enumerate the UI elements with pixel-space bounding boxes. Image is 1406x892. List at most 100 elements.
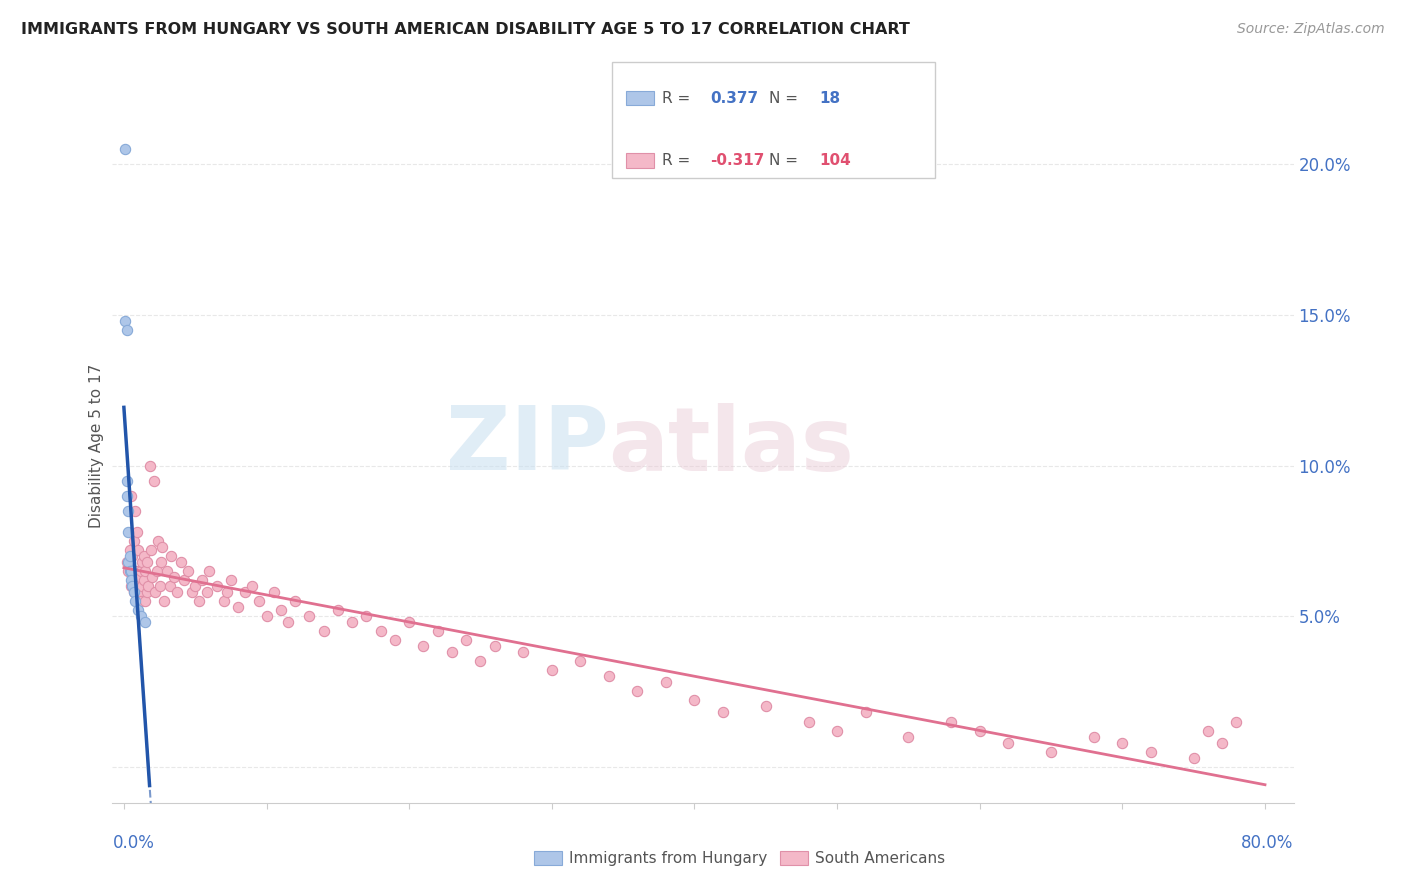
- Point: [969, 723, 991, 738]
- Point: [205, 579, 228, 593]
- Point: [247, 594, 270, 608]
- Point: [897, 730, 920, 744]
- Point: [1111, 735, 1133, 749]
- Point: [128, 585, 150, 599]
- Point: [148, 579, 170, 593]
- Point: [117, 504, 139, 518]
- Point: [219, 573, 242, 587]
- Point: [127, 603, 149, 617]
- Point: [129, 594, 152, 608]
- Point: [326, 603, 349, 617]
- Point: [277, 615, 299, 629]
- Point: [127, 579, 149, 593]
- Point: [997, 735, 1019, 749]
- Text: 80.0%: 80.0%: [1241, 834, 1294, 852]
- Point: [118, 564, 141, 578]
- Text: N =: N =: [769, 91, 803, 105]
- Point: [370, 624, 392, 639]
- Point: [134, 564, 156, 578]
- Text: 0.0%: 0.0%: [112, 834, 155, 852]
- Point: [173, 573, 195, 587]
- Point: [240, 579, 263, 593]
- Point: [184, 579, 207, 593]
- Point: [1040, 745, 1063, 759]
- Point: [128, 570, 150, 584]
- Point: [212, 594, 235, 608]
- Point: [131, 555, 153, 569]
- Point: [121, 570, 143, 584]
- Point: [683, 693, 706, 707]
- Point: [188, 594, 211, 608]
- Point: [1083, 730, 1105, 744]
- Point: [177, 564, 200, 578]
- Point: [711, 706, 734, 720]
- Point: [569, 654, 592, 668]
- Point: [215, 585, 238, 599]
- Point: [855, 706, 877, 720]
- Point: [166, 585, 188, 599]
- Point: [256, 609, 278, 624]
- Text: IMMIGRANTS FROM HUNGARY VS SOUTH AMERICAN DISABILITY AGE 5 TO 17 CORRELATION CHA: IMMIGRANTS FROM HUNGARY VS SOUTH AMERICA…: [21, 22, 910, 37]
- Point: [125, 524, 148, 539]
- Point: [356, 609, 378, 624]
- Point: [470, 654, 492, 668]
- Point: [124, 573, 146, 587]
- Point: [124, 594, 146, 608]
- Point: [755, 699, 778, 714]
- Point: [134, 594, 156, 608]
- Point: [512, 645, 534, 659]
- Point: [118, 542, 141, 557]
- Point: [124, 504, 146, 518]
- Point: [284, 594, 307, 608]
- Point: [160, 549, 183, 563]
- Point: [121, 549, 143, 563]
- Point: [191, 573, 214, 587]
- Point: [456, 633, 478, 648]
- Text: Source: ZipAtlas.com: Source: ZipAtlas.com: [1237, 22, 1385, 37]
- Point: [163, 570, 186, 584]
- Point: [626, 684, 648, 698]
- Point: [440, 645, 463, 659]
- Point: [131, 579, 153, 593]
- Point: [115, 323, 138, 337]
- Point: [143, 585, 166, 599]
- Point: [115, 474, 138, 488]
- Point: [340, 615, 363, 629]
- Text: N =: N =: [769, 153, 803, 168]
- Point: [312, 624, 335, 639]
- Point: [1211, 735, 1233, 749]
- Point: [122, 585, 145, 599]
- Point: [132, 549, 155, 563]
- Point: [655, 675, 678, 690]
- Point: [233, 585, 256, 599]
- Text: 104: 104: [820, 153, 852, 168]
- Point: [484, 639, 506, 653]
- Point: [120, 564, 142, 578]
- Point: [598, 669, 620, 683]
- Text: 18: 18: [820, 91, 841, 105]
- Point: [142, 474, 165, 488]
- Point: [114, 143, 136, 157]
- Point: [125, 564, 148, 578]
- Point: [195, 585, 218, 599]
- Point: [1140, 745, 1163, 759]
- Point: [153, 594, 176, 608]
- Point: [941, 714, 963, 729]
- Point: [120, 579, 142, 593]
- Point: [117, 524, 139, 539]
- Point: [426, 624, 449, 639]
- Point: [122, 585, 145, 599]
- Point: [152, 540, 174, 554]
- Point: [118, 549, 141, 563]
- Point: [170, 555, 193, 569]
- Point: [384, 633, 406, 648]
- Point: [121, 579, 143, 593]
- Point: [141, 570, 163, 584]
- Point: [149, 555, 172, 569]
- Point: [127, 542, 149, 557]
- Point: [181, 585, 204, 599]
- Point: [159, 579, 181, 593]
- Point: [139, 542, 162, 557]
- Point: [136, 579, 159, 593]
- Y-axis label: Disability Age 5 to 17: Disability Age 5 to 17: [89, 364, 104, 528]
